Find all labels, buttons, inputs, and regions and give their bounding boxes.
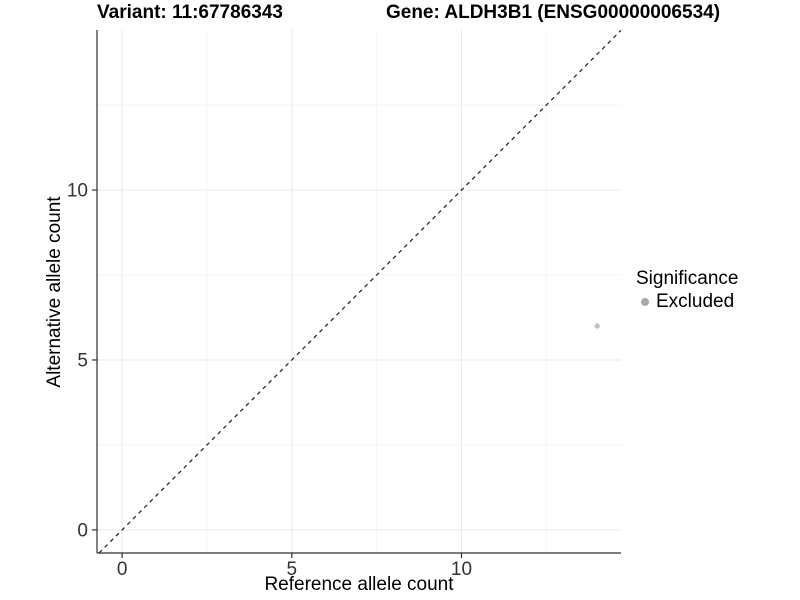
data-point xyxy=(594,323,600,329)
y-axis-title: Alternative allele count xyxy=(44,196,65,388)
legend-item-excluded: Excluded xyxy=(636,291,738,313)
identity-line xyxy=(98,29,622,554)
x-tick-label: 0 xyxy=(117,559,128,580)
gene-title: Gene: ALDH3B1 (ENSG00000006534) xyxy=(385,2,721,23)
legend-item-label: Excluded xyxy=(656,291,735,312)
x-tick-label: 10 xyxy=(451,559,472,580)
y-tick-label: 0 xyxy=(77,520,88,541)
legend-point-icon xyxy=(641,298,649,306)
x-axis-title: Reference allele count xyxy=(264,574,454,595)
variant-title: Variant: 11:67786343 xyxy=(97,2,283,23)
legend: Significance Excluded xyxy=(636,268,738,313)
x-tick-label: 5 xyxy=(287,559,298,580)
y-tick-label: 5 xyxy=(77,350,88,371)
legend-title: Significance xyxy=(636,268,739,289)
y-tick-label: 10 xyxy=(67,181,88,202)
